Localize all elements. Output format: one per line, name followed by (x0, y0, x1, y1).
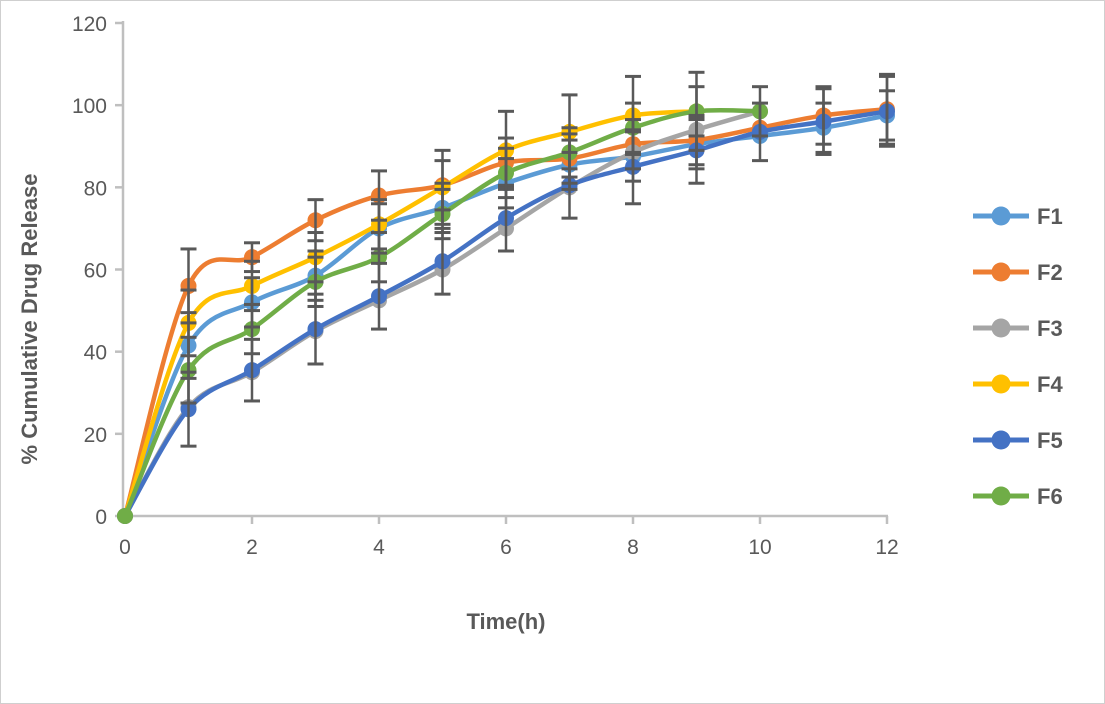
legend-item-F1: F1 (973, 204, 1063, 229)
x-tick-label: 2 (246, 536, 258, 559)
x-tick-label: 10 (748, 536, 771, 559)
legend-label-F2: F2 (1037, 260, 1063, 285)
x-tick-label: 12 (875, 536, 898, 559)
y-tick-label: 0 (95, 506, 107, 529)
error-bar-F6 (371, 231, 387, 284)
y-tick-label: 80 (84, 177, 107, 200)
legend-item-F5: F5 (973, 428, 1063, 453)
legend-item-F3: F3 (973, 316, 1063, 341)
y-tick-label: 20 (84, 424, 107, 447)
error-bars (180, 70, 895, 448)
legend-label-F4: F4 (1037, 372, 1063, 397)
series-line-F2 (122, 107, 890, 519)
y-tick-label: 100 (72, 95, 107, 118)
legend-marker-F6 (991, 486, 1011, 506)
legend-label-F6: F6 (1037, 484, 1063, 509)
series-F4 (117, 103, 705, 524)
y-axis-title: % Cumulative Drug Release (17, 174, 42, 465)
y-tick-label: 40 (84, 342, 107, 365)
error-bar-F5 (815, 87, 832, 156)
error-bar-F6 (307, 255, 324, 308)
error-bar-F6 (625, 101, 641, 154)
axes: 0 20 40 60 80 100 120 0 2 4 6 8 10 12 (72, 13, 899, 559)
legend-marker-F2 (991, 262, 1011, 282)
error-bar-F6 (180, 335, 197, 405)
y-tick-label: 120 (72, 13, 107, 36)
x-tick-label: 0 (119, 536, 131, 559)
y-tick-label: 60 (84, 260, 107, 283)
data-point-F6 (117, 508, 133, 524)
legend-item-F2: F2 (973, 260, 1063, 285)
series-F6 (117, 103, 768, 524)
legend-label-F5: F5 (1037, 428, 1063, 453)
legend-label-F1: F1 (1037, 204, 1063, 229)
legend-marker-F5 (991, 430, 1011, 450)
error-bar-F6 (434, 187, 451, 241)
x-axis-title: Time(h) (466, 609, 545, 634)
error-bar-F6 (498, 146, 514, 200)
legend: F1 F2 F3 F4 F5 F6 (973, 204, 1063, 509)
error-bar-F6 (561, 126, 578, 179)
legend-marker-F4 (991, 374, 1011, 394)
x-tick-label: 4 (373, 536, 385, 559)
error-bar-F6 (752, 85, 768, 138)
legend-marker-F1 (991, 206, 1011, 226)
error-bar-F5 (879, 74, 895, 148)
legend-label-F3: F3 (1037, 316, 1063, 341)
error-bar-F6 (688, 70, 705, 152)
legend-marker-F3 (991, 318, 1011, 338)
x-tick-label: 8 (627, 536, 639, 559)
legend-item-F6: F6 (973, 484, 1063, 509)
x-tick-label: 6 (500, 536, 512, 559)
error-bar-F6 (244, 302, 260, 356)
legend-item-F4: F4 (973, 372, 1063, 397)
